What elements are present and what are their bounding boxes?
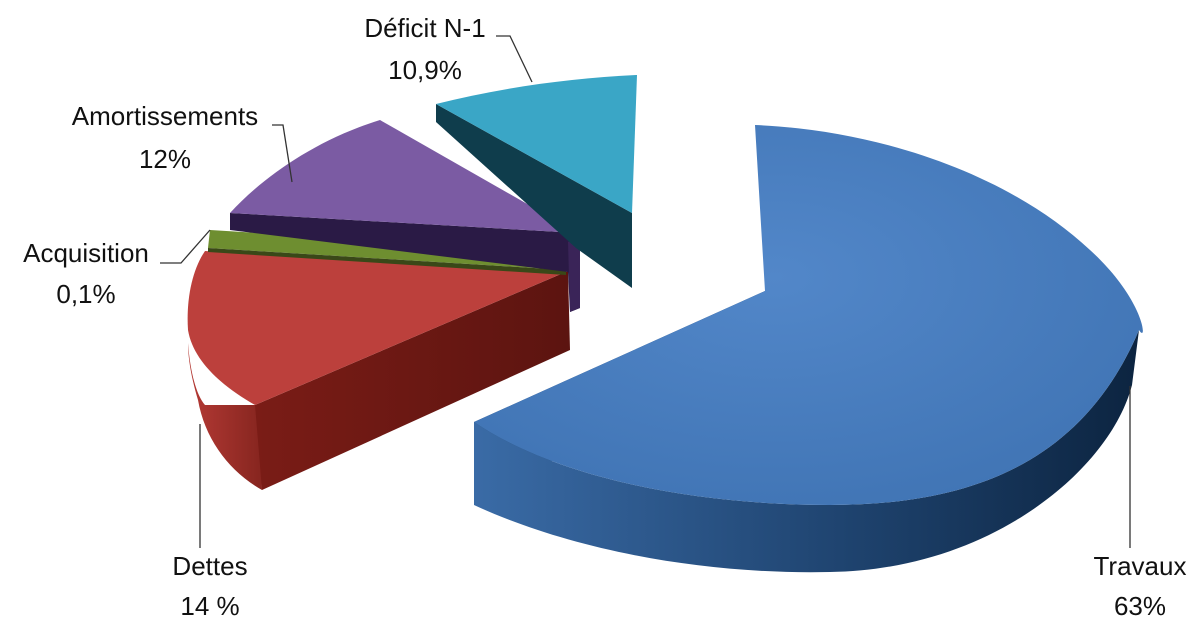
slice-travaux: [474, 125, 1143, 573]
label-dettes-value: 14 %: [180, 591, 239, 617]
leader-line-amortissements: [272, 124, 293, 183]
label-amortissements-category: Amortissements: [72, 101, 258, 131]
slice-travaux-top: [474, 125, 1143, 505]
slice-dettes: [187, 251, 570, 490]
slice-deficit-top: [436, 75, 637, 213]
label-amortissements-value: 12%: [139, 144, 191, 174]
slice-deficit: [436, 75, 637, 288]
leader-line-acquisition: [160, 229, 211, 264]
slice-dettes-wall: [255, 271, 570, 490]
label-travaux-value: 63%: [1114, 591, 1166, 617]
leader-line-deficit: [496, 35, 533, 83]
slice-dettes-side: [188, 343, 262, 490]
slice-acquisition-side: [208, 248, 566, 275]
label-acquisition-category: Acquisition: [23, 238, 149, 268]
label-travaux-category: Travaux: [1094, 551, 1187, 581]
slice-amortissements: [230, 120, 580, 312]
slice-amortissements-wall: [230, 213, 580, 312]
label-deficit-value: 10,9%: [388, 55, 462, 85]
slice-amortissements-top: [230, 120, 578, 233]
slice-travaux-side: [474, 330, 1139, 573]
slice-dettes-top: [187, 251, 568, 405]
slice-deficit-wall: [436, 104, 632, 288]
label-dettes-category: Dettes: [172, 551, 247, 581]
slice-amortissements-wall-right: [568, 236, 580, 312]
label-deficit-category: Déficit N-1: [364, 13, 485, 43]
label-acquisition-value: 0,1%: [56, 279, 115, 309]
